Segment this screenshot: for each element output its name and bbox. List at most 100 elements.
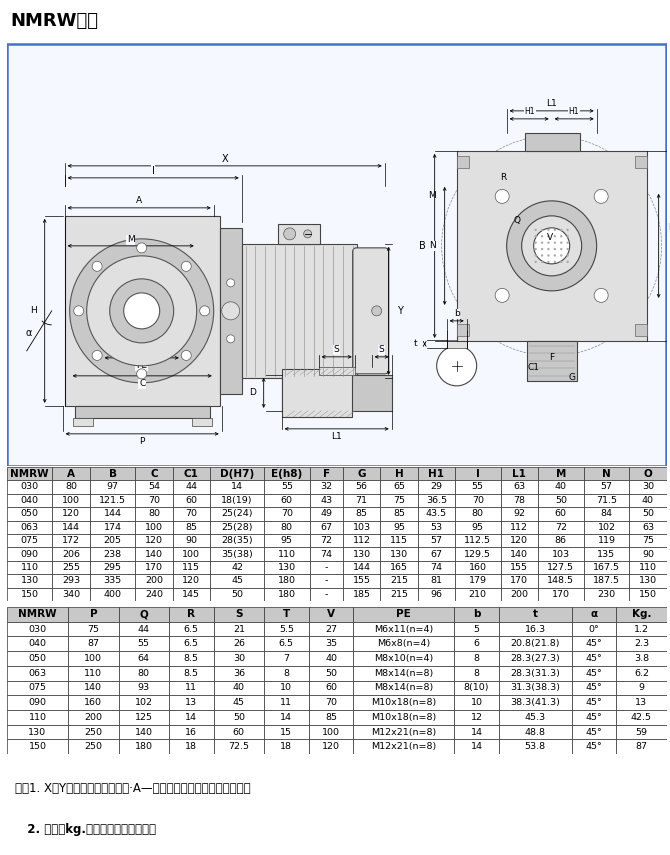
Bar <box>616 622 667 636</box>
Text: 95: 95 <box>281 536 293 545</box>
Bar <box>343 561 381 575</box>
Text: 063: 063 <box>28 669 46 678</box>
Bar <box>538 481 584 493</box>
Text: 45: 45 <box>231 576 243 586</box>
Bar <box>499 666 572 681</box>
Bar <box>242 244 356 378</box>
Bar <box>584 575 629 587</box>
Bar <box>210 467 264 481</box>
Bar <box>135 493 173 507</box>
Text: H: H <box>30 306 37 315</box>
Bar <box>584 534 629 547</box>
Bar <box>264 521 310 534</box>
Circle shape <box>222 302 240 320</box>
Bar <box>538 561 584 575</box>
Bar <box>343 547 381 561</box>
Text: 075: 075 <box>21 536 39 545</box>
Circle shape <box>535 261 537 263</box>
Bar <box>264 507 310 521</box>
Bar <box>354 622 454 636</box>
Text: 72: 72 <box>555 522 567 532</box>
Text: 030: 030 <box>28 625 46 634</box>
Bar <box>264 622 309 636</box>
Text: M12x21(n=8): M12x21(n=8) <box>371 728 436 736</box>
Bar <box>135 534 173 547</box>
Text: E(h8): E(h8) <box>271 469 302 479</box>
Text: 120: 120 <box>62 510 80 518</box>
Bar <box>169 740 214 754</box>
Text: P: P <box>139 438 145 446</box>
Bar <box>135 507 173 521</box>
Circle shape <box>74 306 84 315</box>
Bar <box>354 740 454 754</box>
Text: 110: 110 <box>639 563 657 572</box>
Bar <box>354 710 454 725</box>
Text: 110: 110 <box>21 563 39 572</box>
Bar <box>381 575 417 587</box>
Bar <box>310 521 343 534</box>
Text: t: t <box>414 339 417 348</box>
Circle shape <box>541 228 543 231</box>
Text: 48.8: 48.8 <box>525 728 546 736</box>
Bar <box>538 467 584 481</box>
Text: 75: 75 <box>87 625 99 634</box>
Bar <box>7 622 68 636</box>
Text: 120: 120 <box>145 536 163 545</box>
Text: M12x21(n=8): M12x21(n=8) <box>371 742 436 752</box>
Circle shape <box>553 228 556 231</box>
Text: 36.5: 36.5 <box>425 496 447 505</box>
Text: 45°: 45° <box>586 699 602 707</box>
Circle shape <box>560 254 562 256</box>
Bar <box>310 575 343 587</box>
Text: 100: 100 <box>322 728 340 736</box>
Text: 70: 70 <box>148 496 160 505</box>
Text: 140: 140 <box>84 683 103 693</box>
Bar <box>310 467 343 481</box>
Text: 38.3(41.3): 38.3(41.3) <box>511 699 560 707</box>
Text: 42: 42 <box>231 563 243 572</box>
Text: 090: 090 <box>21 550 39 558</box>
Bar <box>7 575 52 587</box>
Bar <box>629 534 667 547</box>
Text: I: I <box>151 166 155 176</box>
Text: 6.5: 6.5 <box>184 625 199 634</box>
Bar <box>454 681 499 695</box>
Text: 240: 240 <box>145 590 163 598</box>
Bar <box>309 710 354 725</box>
Text: 63: 63 <box>513 482 525 492</box>
Bar <box>319 367 354 374</box>
Text: 103: 103 <box>352 522 371 532</box>
Text: 60: 60 <box>555 510 567 518</box>
Text: 210: 210 <box>469 590 487 598</box>
Bar <box>7 710 68 725</box>
Circle shape <box>547 248 549 251</box>
Bar <box>169 695 214 710</box>
Bar <box>214 652 264 666</box>
Text: 215: 215 <box>390 590 408 598</box>
Bar <box>65 215 220 406</box>
Text: 050: 050 <box>28 654 46 663</box>
Text: 155: 155 <box>352 576 371 586</box>
Circle shape <box>437 346 476 386</box>
Bar <box>169 622 214 636</box>
Bar <box>499 681 572 695</box>
Text: 250: 250 <box>84 742 103 752</box>
Text: A: A <box>67 469 75 479</box>
Text: 80: 80 <box>472 510 484 518</box>
Bar <box>417 534 455 547</box>
Bar <box>68 740 119 754</box>
Text: M8x10(n=4): M8x10(n=4) <box>374 654 433 663</box>
Text: 090: 090 <box>28 699 46 707</box>
Text: 3.8: 3.8 <box>634 654 649 663</box>
Bar <box>457 156 468 168</box>
Bar <box>90 467 135 481</box>
Bar <box>264 740 309 754</box>
Bar <box>538 534 584 547</box>
Text: 14: 14 <box>186 713 197 722</box>
Text: 44: 44 <box>138 625 149 634</box>
Text: 35(38): 35(38) <box>221 550 253 558</box>
Bar <box>7 587 52 601</box>
Circle shape <box>137 369 147 379</box>
Text: 30: 30 <box>232 654 245 663</box>
Text: 70: 70 <box>325 699 337 707</box>
